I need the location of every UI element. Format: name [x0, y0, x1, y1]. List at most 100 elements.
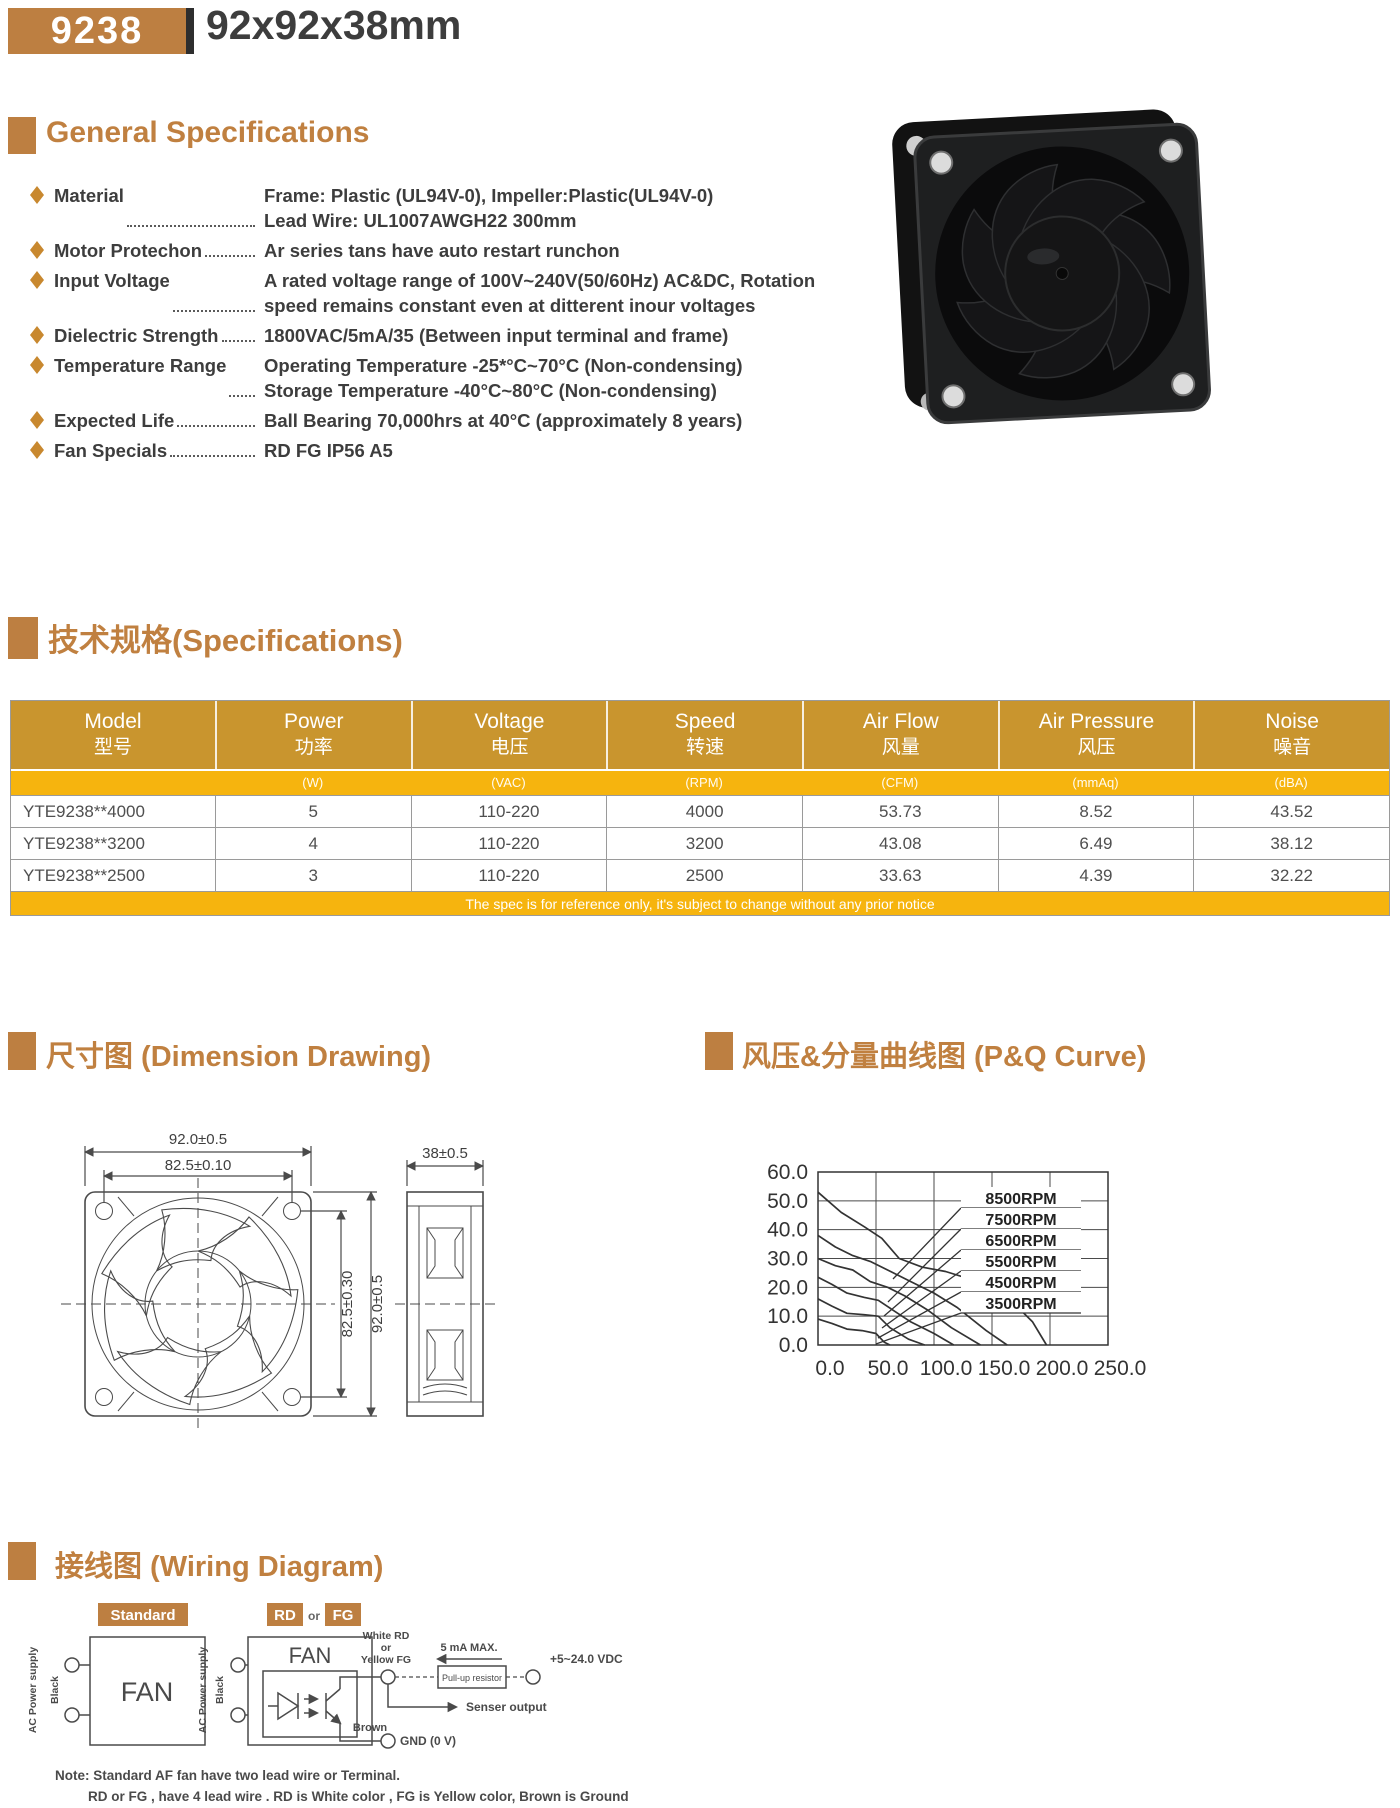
- brown-wire-label: Brown: [353, 1722, 388, 1734]
- yellow-fg-label: Yellow FG: [361, 1654, 411, 1666]
- spec-label: Input Voltage: [54, 270, 170, 291]
- cell-airflow: 43.08: [801, 827, 998, 859]
- unit-cell: (CFM): [881, 775, 919, 790]
- section-title-pq-curve: 风压&分量曲线图 (P&Q Curve): [742, 1041, 1147, 1073]
- cell-voltage: 110-220: [410, 827, 607, 859]
- fan-box-label: FAN: [121, 1677, 174, 1707]
- table-body: YTE9238**4000 5 110-220 4000 53.73 8.52 …: [11, 795, 1389, 891]
- diamond-bullet-icon: [30, 186, 44, 204]
- table-row: YTE9238**2500 3 110-220 2500 33.63 4.39 …: [11, 859, 1389, 891]
- column-header-airflow: Air Flow 风量: [801, 701, 998, 769]
- table-row: YTE9238**3200 4 110-220 3200 43.08 6.49 …: [11, 827, 1389, 859]
- dotted-leader: [205, 238, 255, 257]
- dim-height-outer: 92.0±0.5: [369, 1275, 386, 1333]
- svg-text:7500RPM: 7500RPM: [985, 1212, 1056, 1229]
- section-title-specifications: 技术规格(Specifications): [48, 623, 403, 658]
- column-header-power: Power 功率: [214, 701, 411, 769]
- cell-noise: 32.22: [1193, 859, 1389, 891]
- section-square-icon: [8, 117, 36, 154]
- section-square-icon: [8, 1032, 36, 1070]
- svg-text:50.0: 50.0: [767, 1190, 808, 1213]
- wiring-note-line2: RD or FG , have 4 lead wire . RD is Whit…: [88, 1789, 629, 1804]
- spec-value: Frame: Plastic (UL94V-0), Impeller:Plast…: [264, 185, 714, 231]
- ac-supply-label: AC Power supply: [197, 1647, 209, 1734]
- spec-item-input-voltage: Input Voltage A rated voltage range of 1…: [30, 268, 900, 318]
- diamond-bullet-icon: [30, 411, 44, 429]
- fan-box-label: FAN: [289, 1643, 332, 1668]
- unit-cell: [11, 771, 215, 795]
- svg-text:6500RPM: 6500RPM: [985, 1233, 1056, 1250]
- wiring-diagram: Standard FAN AC Power supply Black RD or…: [27, 1603, 623, 1749]
- spec-item-expected-life: Expected Life Ball Bearing 70,000hrs at …: [30, 408, 900, 433]
- svg-text:60.0: 60.0: [767, 1161, 808, 1184]
- table-header-row: Model 型号 Power 功率 Voltage 电压 Speed 转速 Air Fl…: [11, 701, 1389, 769]
- cell-model: YTE9238**4000: [11, 795, 215, 827]
- model-code-badge: 9238: [8, 8, 186, 54]
- cell-pressure: 6.49: [997, 827, 1194, 859]
- dotted-leader: [170, 438, 255, 457]
- dim-width-outer: 92.0±0.5: [169, 1131, 227, 1148]
- spec-label: Material: [54, 185, 124, 206]
- cell-power: 3: [214, 859, 411, 891]
- diamond-bullet-icon: [30, 356, 44, 374]
- general-spec-list: Material Frame: Plastic (UL94V-0), Impel…: [30, 183, 900, 468]
- or-mid-label: or: [381, 1642, 392, 1654]
- cell-noise: 38.12: [1193, 827, 1389, 859]
- column-header-noise: Noise 噪音: [1193, 701, 1389, 769]
- cell-speed: 4000: [606, 795, 802, 827]
- cell-noise: 43.52: [1193, 795, 1389, 827]
- fg-badge: FG: [333, 1607, 354, 1624]
- senser-output-label: Senser output: [466, 1700, 547, 1714]
- unit-cell: (mmAq): [1072, 775, 1119, 790]
- column-header-model: Model 型号: [84, 710, 142, 758]
- spec-value: Ar series tans have auto restart runchon: [264, 240, 620, 261]
- svg-text:30.0: 30.0: [767, 1248, 808, 1271]
- cell-speed: 2500: [606, 859, 802, 891]
- dotted-leader: [229, 353, 255, 397]
- spec-item-material: Material Frame: Plastic (UL94V-0), Impel…: [30, 183, 900, 233]
- dim-hole-pitch-h: 82.5±0.10: [165, 1157, 232, 1174]
- ma-max-label: 5 mA MAX.: [440, 1642, 497, 1654]
- diamond-bullet-icon: [30, 326, 44, 344]
- black-wire-label: Black: [214, 1676, 226, 1704]
- svg-text:100.0: 100.0: [920, 1357, 973, 1380]
- section-title-general-specs: General Specifications: [46, 116, 370, 149]
- section-title-dimension: 尺寸图 (Dimension Drawing): [46, 1041, 432, 1073]
- or-label: or: [308, 1609, 320, 1623]
- spec-item-fan-specials: Fan Specials RD FG IP56 A5: [30, 438, 900, 463]
- pq-curve-chart: 0.0 10.0 20.0 30.0 40.0 50.0 60.0 0.0 50.0 100.0 1…: [767, 1161, 1147, 1380]
- spec-label: Motor Protechon: [54, 240, 202, 261]
- spec-label: Expected Life: [54, 410, 175, 431]
- svg-text:40.0: 40.0: [767, 1219, 808, 1242]
- ac-supply-label: AC Power supply: [27, 1647, 39, 1734]
- dim-hole-pitch-v: 82.5±0.30: [339, 1271, 356, 1338]
- svg-text:4500RPM: 4500RPM: [985, 1275, 1056, 1292]
- column-header-pressure: Air Pressure 风压: [997, 701, 1194, 769]
- dim-depth: 38±0.5: [422, 1145, 468, 1162]
- spec-table: Model 型号 Power 功率 Voltage 电压 Speed 转速 Air Fl…: [10, 700, 1390, 916]
- cell-airflow: 33.63: [801, 859, 998, 891]
- impeller-blades: [101, 1207, 299, 1406]
- spec-item-motor-protection: Motor Protechon Ar series tans have auto…: [30, 238, 900, 263]
- pullup-resistor-label: Pull-up resistor: [442, 1673, 502, 1683]
- cell-airflow: 53.73: [801, 795, 998, 827]
- black-wire-label: Black: [49, 1676, 61, 1704]
- dimension-drawing: 92.0±0.5 82.5±0.10 82.5±0.30 92.0±0.5 38…: [61, 1131, 495, 1430]
- cell-model: YTE9238**3200: [11, 827, 215, 859]
- svg-text:150.0: 150.0: [978, 1357, 1031, 1380]
- diamond-bullet-icon: [30, 241, 44, 259]
- table-units-row: (W) (VAC) (RPM) (CFM) (mmAq) (dBA): [11, 769, 1389, 795]
- svg-text:3500RPM: 3500RPM: [985, 1296, 1056, 1313]
- vdc-label: +5~24.0 VDC: [550, 1652, 623, 1666]
- svg-text:10.0: 10.0: [767, 1305, 808, 1328]
- diamond-bullet-icon: [30, 441, 44, 459]
- page-title: 92x92x38mm: [206, 2, 462, 48]
- cell-voltage: 110-220: [410, 859, 607, 891]
- svg-text:250.0: 250.0: [1094, 1357, 1147, 1380]
- spec-label: Dielectric Strength: [54, 325, 219, 346]
- diamond-bullet-icon: [30, 271, 44, 289]
- spec-item-dielectric: Dielectric Strength 1800VAC/5mA/35 (Betw…: [30, 323, 900, 348]
- dotted-leader: [221, 323, 255, 342]
- unit-cell: (dBA): [1274, 775, 1308, 790]
